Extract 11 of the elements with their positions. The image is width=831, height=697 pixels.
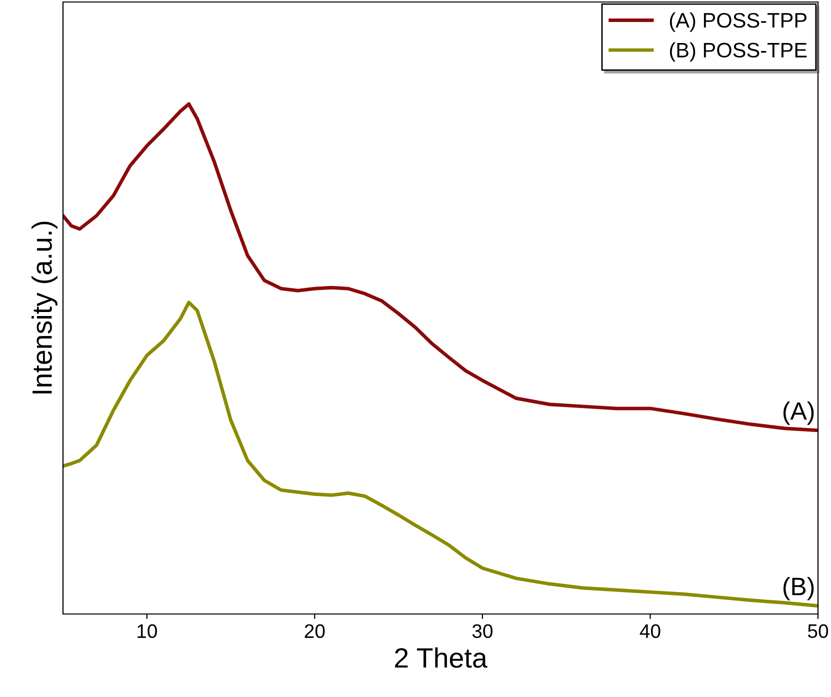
annotation: (A) (783, 402, 814, 425)
legend-label: (B) POSS-TPE (670, 42, 807, 62)
x-axis-title: 2 Theta (395, 647, 488, 668)
annotation: (B) (783, 576, 814, 600)
x-tick-label: 10 (138, 624, 157, 638)
y-axis-title: Intensity (a.u.) (32, 222, 58, 394)
x-tick-label: 20 (304, 624, 325, 638)
x-tick-label: 30 (472, 624, 492, 638)
x-tick-label: 50 (808, 624, 828, 638)
legend-label: (A) POSS-TPP (670, 12, 806, 32)
x-tick-label: 40 (640, 624, 660, 638)
